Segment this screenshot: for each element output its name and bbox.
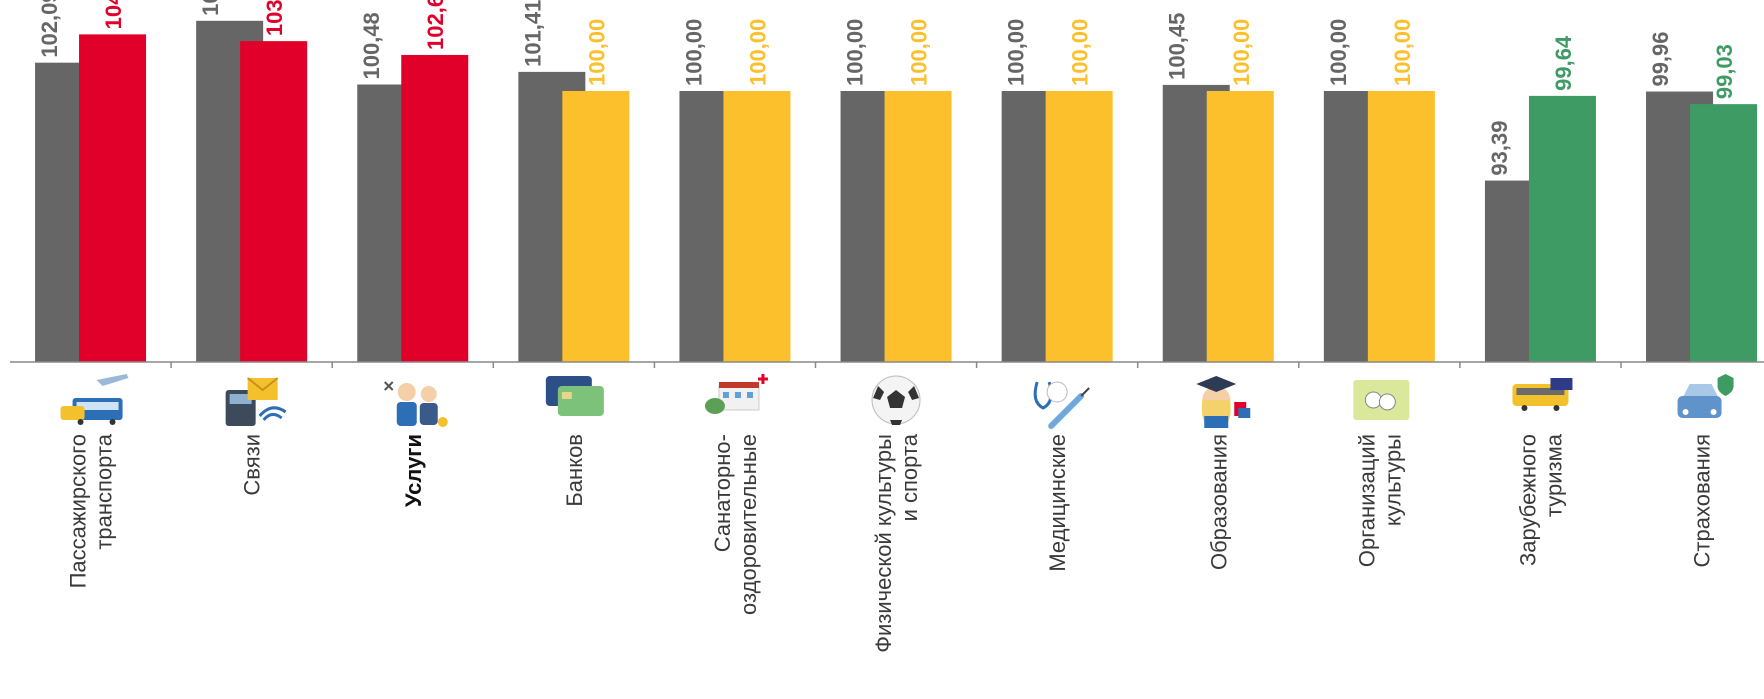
category-icons-layer: [60, 374, 1734, 429]
value-label-current: 100,00: [1229, 19, 1254, 86]
category-label: оздоровительные: [736, 434, 761, 615]
graduate-icon: [1196, 376, 1251, 428]
value-label-current: 99,64: [1551, 35, 1576, 91]
services-people-icon: [384, 381, 448, 427]
value-labels-layer: 102,09 104,18 105,18 103,68 100,48 102,66 101,…: [37, 0, 1737, 176]
bank-card-icon: [545, 376, 604, 416]
value-label-current: 100,00: [907, 19, 932, 86]
category-label: Зарубежного: [1515, 434, 1540, 566]
value-label-previous: 105,18: [198, 0, 223, 16]
bar-current: [401, 54, 469, 362]
value-label-current: 102,66: [423, 0, 448, 50]
category-label: Банков: [562, 434, 587, 507]
bar-current: [1690, 104, 1758, 363]
bar-current: [1045, 91, 1113, 362]
bar-current: [1528, 95, 1596, 363]
bar-current: [1206, 91, 1274, 362]
value-label-previous: 100,45: [1165, 13, 1190, 80]
value-label-previous: 100,00: [843, 19, 868, 86]
category-label: культуры: [1380, 434, 1405, 526]
value-label-previous: 100,48: [359, 12, 384, 79]
medical-icon: [1033, 381, 1090, 429]
value-label-current: 103,68: [262, 0, 287, 36]
value-label-previous: 93,39: [1487, 121, 1512, 176]
x-axis-ticks: [170, 362, 1622, 368]
category-label: Пассажирского: [66, 434, 91, 588]
category-label: Страхования: [1690, 434, 1715, 567]
value-label-previous: 100,00: [1326, 19, 1351, 86]
value-label-current: 104,18: [101, 0, 126, 29]
category-labels-layer: Пассажирского транспорта Связи Услуги Банков…: [66, 433, 1715, 652]
value-label-current: 99,03: [1712, 44, 1737, 99]
sanatorium-icon: [704, 374, 768, 414]
value-label-previous: 101,41: [520, 0, 545, 67]
category-label: транспорта: [92, 433, 117, 549]
value-label-previous: 100,00: [681, 19, 706, 86]
category-label: Организаций: [1354, 434, 1379, 567]
soccer-ball-icon: [871, 375, 921, 425]
bar-current: [723, 91, 791, 362]
theatre-ticket-icon: [1353, 380, 1410, 420]
bar-current: [240, 41, 308, 363]
phone-mail-icon: [225, 377, 287, 426]
bar-current: [884, 91, 952, 362]
value-label-current: 100,00: [745, 19, 770, 86]
category-label: Физической культуры: [871, 434, 896, 653]
bar-current: [79, 34, 147, 363]
category-label: Связи: [240, 434, 265, 496]
value-label-current: 100,00: [1068, 19, 1093, 86]
bar-current: [562, 91, 630, 362]
bars-layer: [35, 20, 1758, 363]
value-label-previous: 102,09: [37, 0, 62, 58]
bar-current: [1367, 91, 1435, 362]
bus-airplane-icon: [60, 374, 129, 425]
category-label: и спорта: [897, 433, 922, 521]
car-shield-icon: [1677, 374, 1734, 418]
category-label: Санаторно-: [710, 434, 735, 552]
value-label-previous: 100,00: [1004, 19, 1029, 86]
category-label: туризма: [1541, 433, 1566, 517]
category-label: Медицинские: [1045, 434, 1070, 572]
value-label-current: 100,00: [1390, 19, 1415, 86]
category-label: Услуги: [401, 434, 426, 507]
value-label-previous: 99,96: [1648, 31, 1673, 86]
tour-bus-icon: [1512, 378, 1573, 411]
value-label-current: 100,00: [584, 19, 609, 86]
category-label: Образования: [1206, 434, 1231, 570]
